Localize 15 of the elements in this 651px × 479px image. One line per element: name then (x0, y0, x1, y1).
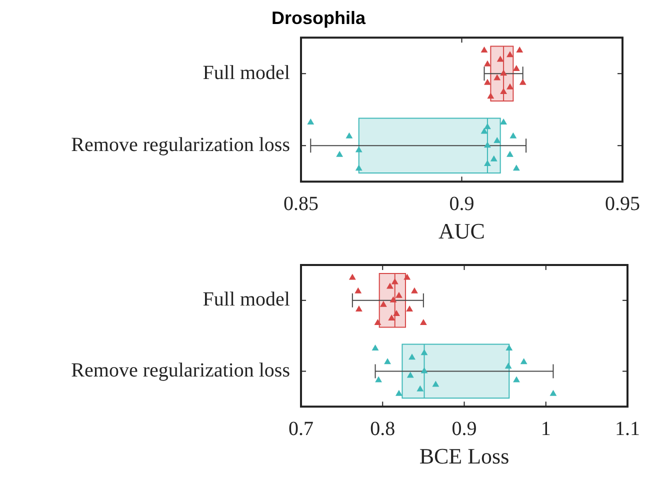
y-tick-label: Full model (202, 288, 290, 311)
x-tick-label: 1 (540, 418, 551, 440)
x-tick-label: 0.9 (449, 192, 474, 215)
x-tick-label: 1.1 (615, 418, 640, 440)
x-tick-label: 0.7 (288, 418, 314, 440)
chart-title: Drosophila (271, 8, 366, 28)
y-tick-label: Full model (202, 62, 290, 84)
x-tick-label: 0.85 (284, 192, 318, 215)
x-axis-title: BCE Loss (419, 444, 510, 469)
x-tick-label: 0.95 (605, 192, 640, 215)
y-tick-label: Remove regularization loss (71, 134, 290, 156)
x-tick-label: 0.9 (452, 418, 477, 440)
x-tick-label: 0.8 (370, 418, 396, 440)
x-axis-title: AUC (438, 218, 485, 244)
y-tick-label: Remove regularization loss (71, 359, 290, 382)
